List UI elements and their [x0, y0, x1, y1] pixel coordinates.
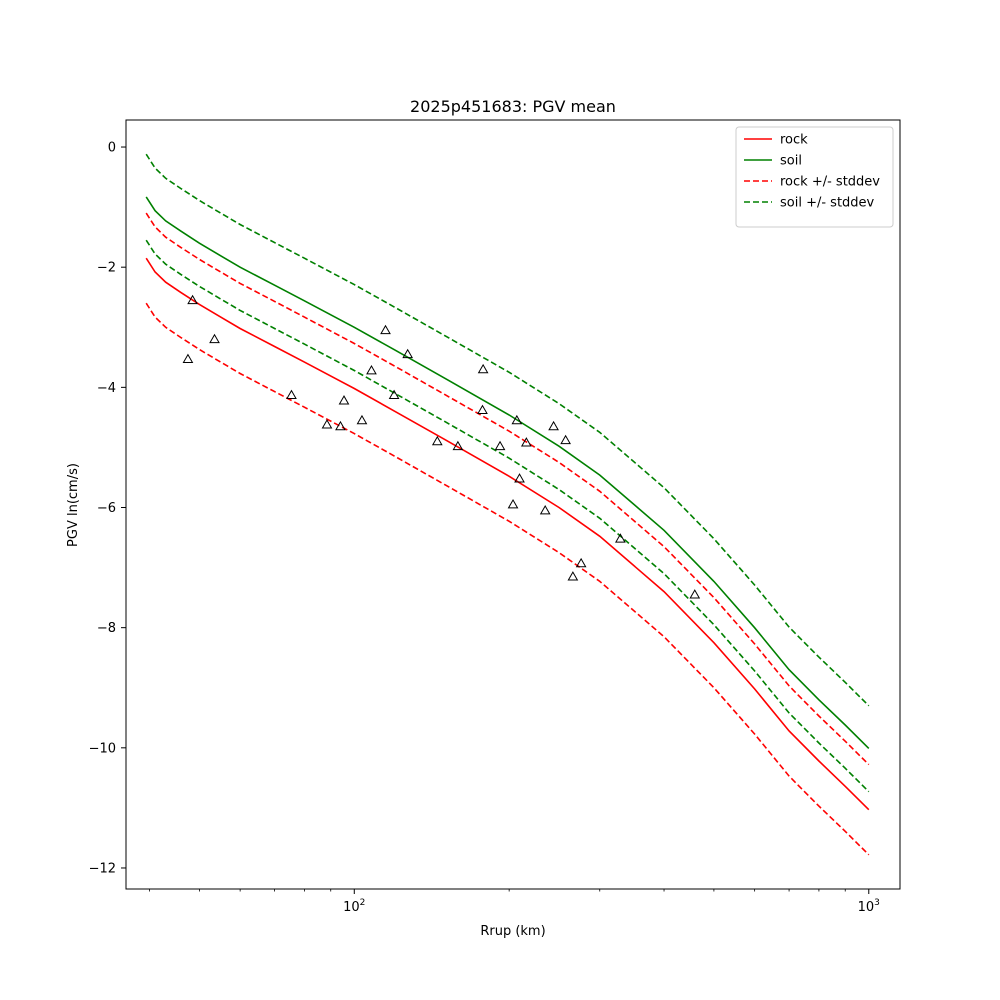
y-tick-label-0: 0	[108, 141, 116, 156]
y-tick-label-5: −10	[89, 741, 116, 756]
legend-label-2: rock +/- stddev	[780, 175, 880, 190]
observation-point-27	[689, 589, 701, 599]
observation-point-15	[477, 363, 489, 374]
legend: rock soil rock +/- stddev soil +/- stddev	[735, 126, 894, 228]
y-tick-label-1: −2	[97, 261, 116, 276]
y-axis-label: PGV ln(cm/s)	[66, 463, 81, 547]
legend-box	[735, 126, 894, 228]
x-axis: 102 103	[149, 889, 880, 915]
observation-point-23	[560, 434, 571, 445]
observation-point-10	[388, 389, 400, 400]
chart-title: 2025p451683: PGV mean	[410, 97, 616, 116]
observation-point-9	[380, 324, 391, 335]
y-axis: 0 −2 −4 −6 −8 −10 −12	[89, 141, 126, 876]
observation-point-13	[452, 440, 464, 451]
observation-point-21	[539, 505, 551, 515]
plot-area	[145, 153, 870, 856]
observation-point-7	[356, 414, 368, 425]
observation-point-2	[209, 333, 220, 344]
y-tick-label-6: −12	[89, 861, 116, 876]
legend-label-0: rock	[780, 133, 808, 148]
legend-label-3: soil +/- stddev	[780, 196, 875, 211]
observation-point-20	[520, 437, 532, 447]
observation-point-6	[338, 395, 350, 405]
series-line-4	[145, 153, 870, 707]
x-tick-label-1: 103	[858, 898, 880, 915]
observation-point-5	[335, 420, 346, 431]
observation-point-8	[366, 365, 377, 375]
y-tick-label-3: −6	[97, 501, 116, 516]
y-tick-label-2: −4	[97, 381, 116, 396]
observation-point-16	[494, 440, 506, 451]
observation-point-0	[187, 294, 198, 305]
legend-label-1: soil	[780, 154, 802, 169]
observation-point-1	[182, 353, 194, 363]
observation-point-14	[477, 404, 488, 415]
x-tick-label-0: 102	[343, 898, 365, 915]
observation-point-18	[511, 414, 523, 425]
observation-point-25	[575, 557, 587, 568]
observation-point-4	[321, 419, 333, 429]
x-axis-label: Rrup (km)	[480, 924, 545, 939]
series-line-0	[145, 257, 870, 811]
series-line-1	[145, 196, 870, 749]
observation-point-11	[402, 348, 414, 359]
observation-point-17	[507, 498, 519, 509]
observation-point-22	[548, 420, 559, 431]
axes-frame	[125, 119, 901, 890]
observation-point-19	[514, 473, 525, 483]
series-line-3	[145, 302, 870, 856]
series-line-5	[145, 239, 870, 793]
observation-point-24	[567, 571, 579, 581]
observation-point-12	[431, 435, 443, 446]
observation-point-26	[615, 533, 626, 543]
observation-point-3	[286, 389, 297, 400]
series-line-2	[145, 212, 870, 766]
y-tick-label-4: −8	[97, 621, 116, 636]
